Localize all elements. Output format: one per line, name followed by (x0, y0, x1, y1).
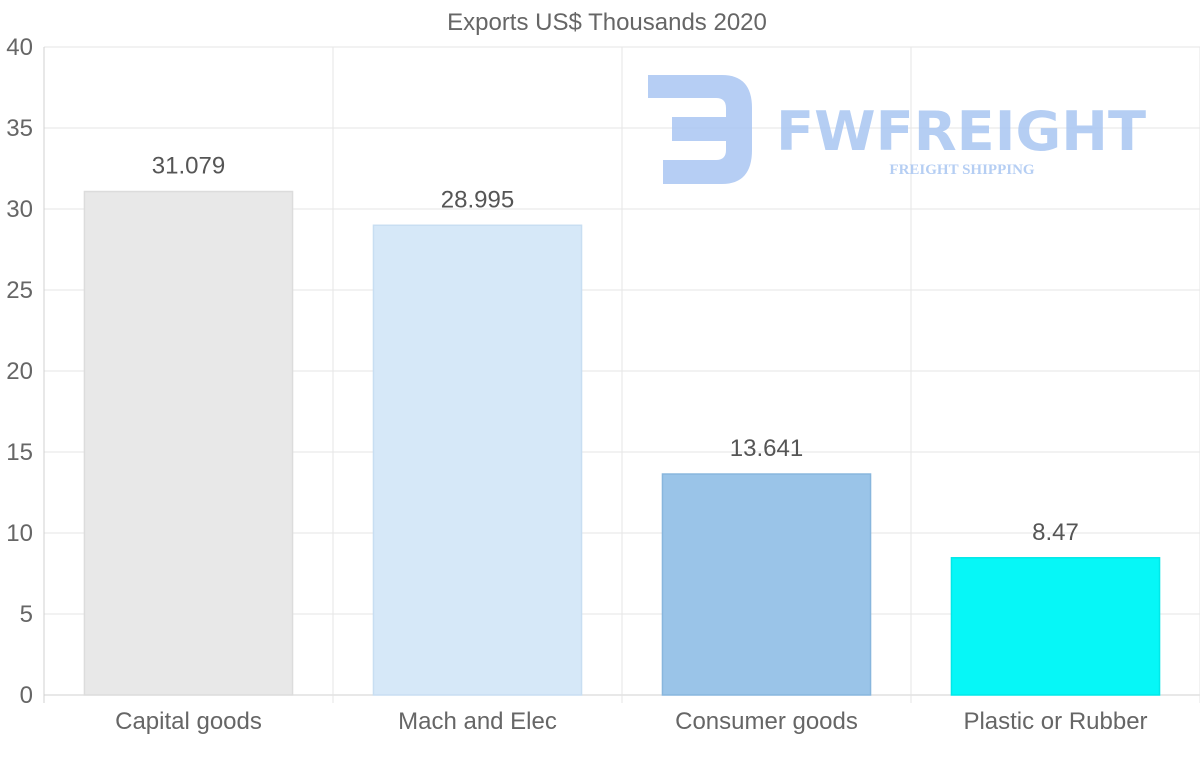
x-category-label: Plastic or Rubber (963, 708, 1147, 735)
y-tick-label: 40 (6, 34, 33, 61)
watermark-brand: FWFREIGHT (776, 100, 1146, 163)
watermark: FWFREIGHT FREIGHT SHIPPING (648, 75, 1146, 184)
bar[interactable] (950, 557, 1161, 696)
y-tick-label: 20 (6, 358, 33, 385)
y-tick-label: 25 (6, 277, 33, 304)
fw-logo-mark (648, 75, 752, 184)
bar-value-label: 13.641 (730, 435, 803, 462)
bars (83, 190, 1161, 696)
bar[interactable] (372, 224, 583, 696)
x-category-label: Capital goods (115, 708, 262, 735)
bar-value-label: 28.995 (441, 186, 514, 213)
value-labels: 31.079 28.995 13.641 8.47 (152, 153, 1079, 546)
watermark-tagline: FREIGHT SHIPPING (889, 162, 1034, 178)
y-tick-label: 5 (20, 601, 33, 628)
chart-title: Exports US$ Thousands 2020 (447, 9, 767, 36)
bar[interactable] (661, 473, 872, 696)
y-tick-label: 0 (20, 682, 33, 709)
bar-value-label: 8.47 (1032, 519, 1079, 546)
x-axis-categories: Capital goods Mach and Elec Consumer goods… (115, 708, 1147, 735)
x-category-label: Mach and Elec (398, 708, 557, 735)
y-tick-label: 10 (6, 520, 33, 547)
y-tick-label: 35 (6, 115, 33, 142)
y-tick-label: 30 (6, 196, 33, 223)
bar[interactable] (83, 190, 294, 696)
x-category-label: Consumer goods (675, 708, 858, 735)
y-tick-label: 15 (6, 439, 33, 466)
y-axis-ticks: 0 5 10 15 20 25 30 35 40 (6, 34, 33, 709)
bar-value-label: 31.079 (152, 153, 225, 180)
